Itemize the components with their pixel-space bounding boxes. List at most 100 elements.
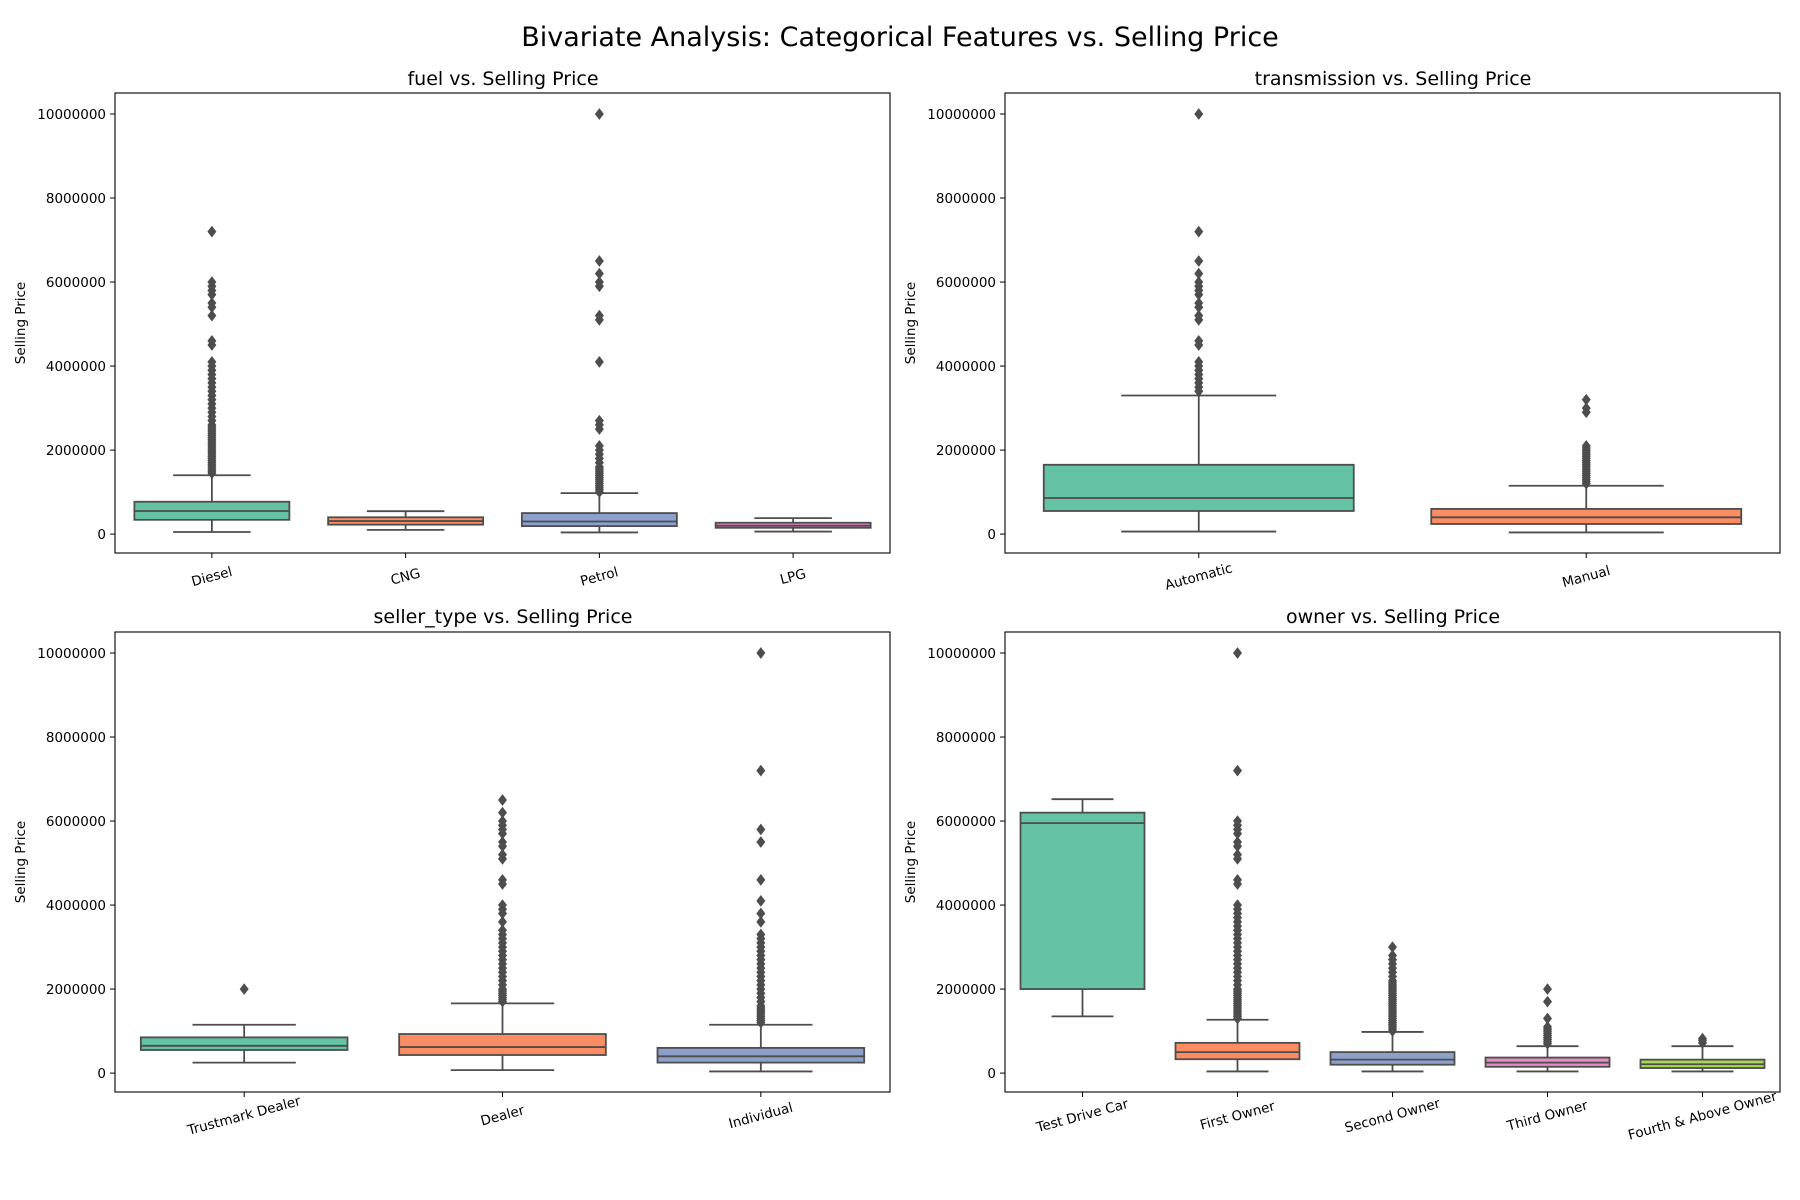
y-tick-label: 6000000 bbox=[936, 275, 996, 291]
y-tick-label: 2000000 bbox=[46, 443, 106, 459]
outlier-point bbox=[1194, 309, 1204, 322]
outlier-point bbox=[1581, 440, 1591, 452]
outlier-point bbox=[1543, 1012, 1552, 1025]
x-tick-label: CNG bbox=[389, 565, 422, 588]
outlier-point bbox=[594, 414, 604, 427]
outlier-point bbox=[239, 983, 249, 995]
outlier-point bbox=[1233, 647, 1242, 659]
box-first-owner bbox=[1174, 1041, 1301, 1061]
outlier-point bbox=[1194, 255, 1204, 267]
outlier-point bbox=[756, 764, 766, 777]
box-second-owner bbox=[1329, 1051, 1456, 1066]
box-automatic bbox=[1042, 463, 1355, 512]
outlier-point bbox=[1194, 108, 1204, 120]
outlier-point bbox=[498, 806, 507, 819]
x-tick-label: Dealer bbox=[479, 1102, 527, 1129]
outlier-point bbox=[1194, 225, 1204, 238]
outlier-point bbox=[756, 895, 766, 907]
y-tick-label: 4000000 bbox=[936, 898, 996, 914]
box-individual bbox=[656, 1046, 866, 1064]
axes-frame bbox=[1004, 92, 1781, 554]
x-tick-label: Third Owner bbox=[1504, 1097, 1590, 1134]
box-petrol bbox=[520, 512, 678, 528]
outlier-point bbox=[756, 836, 766, 848]
outlier-point bbox=[207, 297, 217, 309]
outlier-point bbox=[498, 815, 507, 827]
outlier-point bbox=[594, 267, 604, 280]
x-tick-label: First Owner bbox=[1198, 1098, 1277, 1133]
outlier-point bbox=[1388, 941, 1397, 953]
axes-frame bbox=[114, 92, 891, 554]
x-tick-label: Petrol bbox=[579, 564, 620, 589]
outlier-point bbox=[594, 108, 604, 120]
chart-transmission: transmission vs. Selling Price Selling P… bbox=[903, 68, 1781, 594]
outlier-point bbox=[756, 823, 766, 836]
x-tick-label: Second Owner bbox=[1343, 1095, 1442, 1136]
box-trustmark-dealer bbox=[139, 1036, 349, 1051]
outlier-point bbox=[1698, 1032, 1707, 1045]
outlier-point bbox=[594, 440, 604, 452]
x-tick-label: Automatic bbox=[1163, 560, 1234, 593]
chart-owner: owner vs. Selling Price Selling Price 0 2… bbox=[903, 606, 1781, 1144]
x-tick-label: Manual bbox=[1560, 563, 1612, 591]
x-tick-label: LPG bbox=[778, 566, 807, 588]
chart-title: seller_type vs. Selling Price bbox=[374, 606, 633, 628]
y-tick-label: 6000000 bbox=[46, 275, 106, 291]
y-tick-label: 10000000 bbox=[37, 646, 106, 662]
outlier-point bbox=[498, 874, 507, 886]
chart-title: transmission vs. Selling Price bbox=[1255, 68, 1532, 90]
box-test-drive-car bbox=[1019, 811, 1146, 990]
x-tick-label: Diesel bbox=[190, 564, 234, 590]
box-dealer bbox=[398, 1033, 607, 1056]
outlier-point bbox=[594, 356, 604, 368]
outlier-point bbox=[498, 848, 507, 861]
chart-title: owner vs. Selling Price bbox=[1286, 606, 1500, 628]
chart-fuel: fuel vs. Selling Price Selling Price 0 20… bbox=[13, 68, 891, 590]
outlier-point bbox=[1581, 402, 1591, 414]
y-tick-label: 0 bbox=[987, 1066, 996, 1082]
y-tick-label: 0 bbox=[97, 1066, 106, 1082]
outlier-point bbox=[207, 356, 217, 368]
outlier-point bbox=[756, 874, 766, 886]
outlier-point bbox=[1233, 899, 1242, 911]
outlier-point bbox=[498, 794, 507, 806]
outlier-point bbox=[1233, 874, 1242, 886]
y-axis-label: Selling Price bbox=[13, 821, 29, 903]
y-tick-label: 8000000 bbox=[46, 191, 106, 207]
y-tick-label: 2000000 bbox=[936, 982, 996, 998]
outlier-point bbox=[207, 225, 217, 238]
y-tick-label: 6000000 bbox=[936, 814, 996, 830]
outlier-point bbox=[1194, 335, 1204, 347]
chart-title: fuel vs. Selling Price bbox=[407, 68, 598, 90]
outlier-point bbox=[594, 309, 604, 322]
outlier-point bbox=[207, 276, 217, 288]
outlier-point bbox=[1233, 815, 1242, 827]
outlier-point bbox=[756, 907, 766, 920]
outlier-point bbox=[756, 647, 766, 659]
chart-seller-type: seller_type vs. Selling Price Selling Pr… bbox=[13, 606, 891, 1139]
outlier-point bbox=[498, 924, 507, 937]
outlier-point bbox=[1543, 983, 1552, 995]
y-tick-label: 8000000 bbox=[46, 730, 106, 746]
outlier-point bbox=[1233, 836, 1242, 848]
y-tick-label: 0 bbox=[97, 527, 106, 543]
y-tick-label: 2000000 bbox=[46, 982, 106, 998]
y-tick-label: 8000000 bbox=[936, 191, 996, 207]
y-tick-label: 4000000 bbox=[936, 359, 996, 375]
y-axis-label: Selling Price bbox=[903, 821, 919, 903]
y-tick-label: 2000000 bbox=[936, 443, 996, 459]
outlier-point bbox=[1194, 356, 1204, 368]
outlier-point bbox=[1388, 949, 1397, 962]
outlier-point bbox=[498, 836, 507, 848]
outlier-point bbox=[1194, 267, 1204, 280]
x-tick-label: Test Drive Car bbox=[1034, 1096, 1131, 1136]
y-axis-label: Selling Price bbox=[903, 282, 919, 364]
outlier-point bbox=[1543, 1021, 1552, 1033]
outlier-point bbox=[756, 916, 766, 928]
outlier-point bbox=[756, 928, 766, 941]
figure-title: Bivariate Analysis: Categorical Features… bbox=[521, 22, 1279, 53]
outlier-point bbox=[1581, 393, 1591, 406]
outlier-point bbox=[1543, 995, 1552, 1008]
y-tick-label: 0 bbox=[987, 527, 996, 543]
